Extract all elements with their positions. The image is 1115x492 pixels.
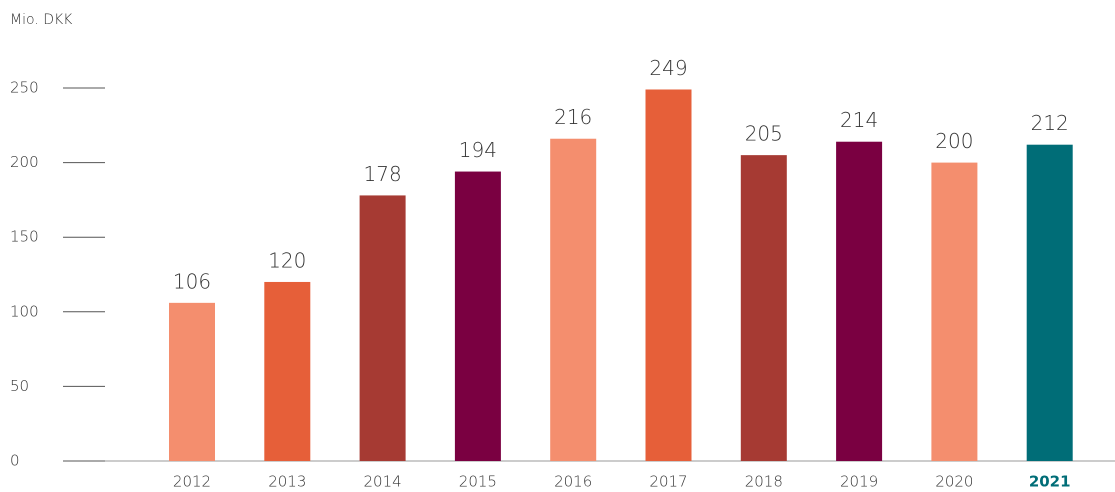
value-label: 178 [364, 162, 402, 186]
value-label: 194 [459, 138, 497, 162]
bar [454, 171, 501, 461]
bar [931, 162, 978, 461]
value-label: 106 [173, 269, 211, 293]
x-tick-label: 2015 [459, 473, 497, 491]
y-tick-label: 50 [10, 377, 29, 395]
value-label: 200 [935, 129, 973, 153]
value-label: 205 [745, 122, 783, 146]
x-tick-label: 2012 [173, 473, 211, 491]
bar [740, 155, 787, 461]
x-tick-label: 2018 [745, 473, 783, 491]
bar [645, 89, 692, 461]
x-tick-label: 2019 [840, 473, 878, 491]
value-label: 249 [649, 56, 687, 80]
y-tick-label: 0 [10, 452, 20, 470]
x-tick-label: 2017 [649, 473, 687, 491]
x-tick-label: 2013 [268, 473, 306, 491]
y-tick-label: 250 [10, 79, 39, 97]
bar [550, 138, 597, 461]
value-label: 120 [268, 248, 306, 272]
bar [359, 195, 406, 461]
value-label: 212 [1031, 111, 1069, 135]
x-tick-label: 2014 [364, 473, 402, 491]
bar [264, 281, 311, 461]
bar [169, 302, 215, 461]
bar [836, 141, 883, 461]
value-label: 214 [840, 108, 878, 132]
x-tick-label: 2020 [935, 473, 973, 491]
value-label: 216 [554, 105, 592, 129]
y-unit-label: Mio. DKK [10, 12, 73, 28]
y-tick-label: 200 [10, 153, 39, 171]
x-tick-label: 2016 [554, 473, 592, 491]
y-tick-label: 150 [10, 228, 39, 246]
bar [1026, 144, 1073, 462]
x-tick-label: 2021 [1029, 473, 1071, 491]
y-tick-label: 100 [10, 302, 39, 320]
